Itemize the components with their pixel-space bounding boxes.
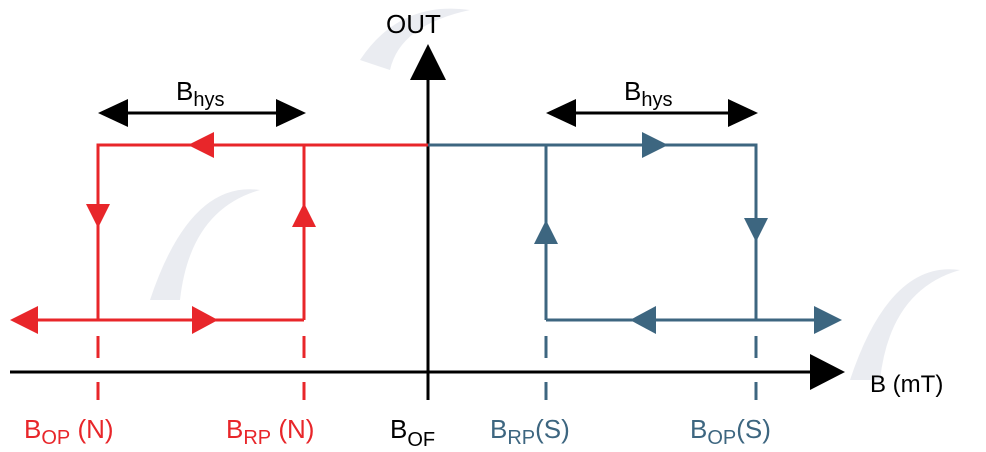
hys-label-right: Bhys: [624, 76, 672, 111]
x-axis-arrowhead: [810, 354, 845, 390]
south-high-line: [428, 143, 758, 320]
north-high-line: [96, 143, 428, 320]
hys-arrow-right: [546, 99, 758, 127]
north-arrow-down: [86, 204, 110, 228]
south-dash-ticks: [544, 336, 758, 400]
south-arrow-left-mid: [630, 306, 656, 334]
y-axis-label: OUT: [386, 9, 441, 39]
label-brp-s: BRP(S): [490, 414, 570, 449]
label-bop-n: BOP (N): [24, 414, 114, 449]
label-bof: BOF: [390, 414, 435, 451]
x-axis: [10, 354, 845, 390]
label-bop-s: BOP(S): [690, 414, 771, 449]
label-brp-n: BRP (N): [226, 414, 314, 449]
north-arrow-left-top: [188, 132, 214, 158]
south-arrows: [534, 132, 842, 334]
hys-arrow-left: [98, 99, 306, 127]
watermark: [150, 8, 960, 380]
south-arrow-right-end: [814, 306, 842, 334]
north-loop: [18, 143, 428, 322]
north-arrows: [10, 132, 316, 334]
north-dash-ticks: [96, 336, 306, 400]
south-arrow-down: [744, 218, 768, 242]
y-axis: [410, 44, 446, 400]
north-arrow-right-mid: [192, 306, 218, 334]
south-arrow-right-top: [642, 132, 668, 158]
north-arrow-up: [292, 203, 316, 227]
x-axis-label: B (mT): [870, 371, 943, 398]
south-arrow-up: [534, 220, 558, 244]
south-loop: [428, 143, 830, 322]
north-arrow-left-end: [10, 306, 38, 334]
y-axis-arrowhead: [410, 44, 446, 80]
hys-label-left: Bhys: [176, 76, 224, 111]
